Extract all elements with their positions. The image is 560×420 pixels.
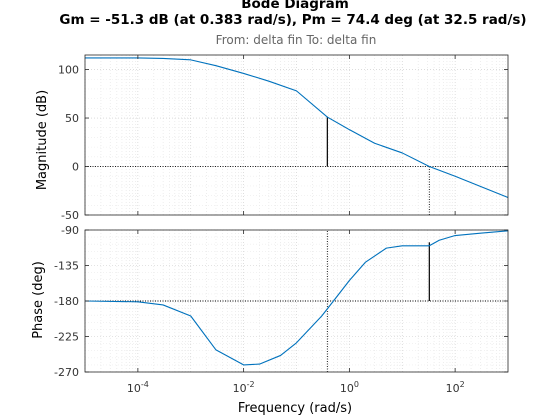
phase-y-axis-label: Phase (deg)	[31, 261, 46, 339]
magnitude-panel: 100 50 0 -50	[58, 54, 509, 222]
plot-area	[85, 55, 508, 215]
y-tick-label: -180	[54, 295, 79, 308]
io-label: From: delta fin To: delta fin	[216, 33, 377, 47]
x-tick-label: 100	[340, 380, 359, 395]
chart-subtitle: Gm = -51.3 dB (at 0.383 rad/s), Pm = 74.…	[59, 12, 526, 28]
x-tick-label: 10-4	[127, 380, 149, 395]
x-axis-label: Frequency (rad/s)	[238, 401, 352, 416]
y-tick-label: -50	[61, 209, 79, 222]
y-tick-label: -270	[54, 366, 79, 379]
magnitude-y-axis-label: Magnitude (dB)	[35, 90, 50, 190]
response-curve	[85, 57, 509, 199]
y-tick-label: -135	[54, 260, 79, 273]
y-tick-label: 50	[65, 112, 79, 125]
response-curve	[84, 230, 509, 366]
axes-frame	[84, 54, 509, 216]
y-tick-label: 0	[72, 161, 79, 174]
y-tick-label: -90	[61, 224, 79, 237]
x-tick-label: 10-2	[233, 380, 255, 395]
chart-title: Bode Diagram	[241, 0, 349, 12]
y-tick-label: -225	[54, 331, 79, 344]
phase-panel: -90 -135 -180 -225 -270 10-4 10-2 100 102	[54, 224, 509, 395]
y-tick-label: 100	[58, 64, 79, 77]
x-tick-label: 102	[446, 380, 465, 395]
